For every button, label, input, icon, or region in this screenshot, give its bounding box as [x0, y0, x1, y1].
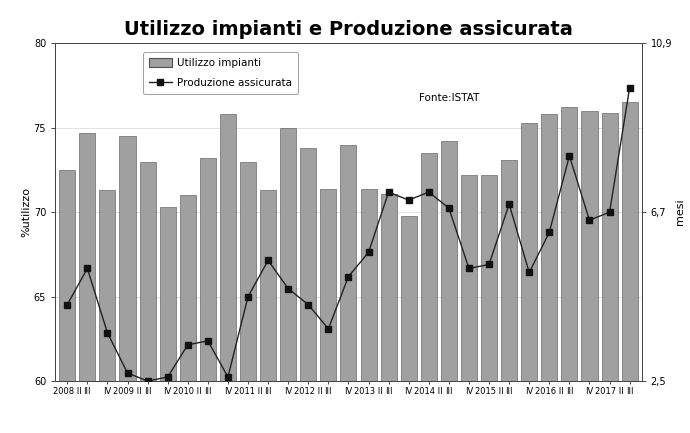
Bar [501, 160, 518, 433]
Bar [280, 128, 296, 433]
Bar [240, 162, 256, 433]
Bar [441, 141, 457, 433]
Bar [421, 153, 437, 433]
Bar [99, 190, 115, 433]
Bar [521, 123, 538, 433]
Bar [159, 207, 176, 433]
Bar [79, 133, 95, 433]
Bar [481, 175, 497, 433]
Bar [582, 111, 598, 433]
Bar [562, 107, 578, 433]
Bar [200, 158, 216, 433]
Bar [381, 194, 397, 433]
Bar [541, 114, 558, 433]
Bar [179, 195, 196, 433]
Bar [59, 170, 75, 433]
Bar [300, 148, 316, 433]
Bar [461, 175, 477, 433]
Bar [119, 136, 135, 433]
Title: Utilizzo impianti e Produzione assicurata: Utilizzo impianti e Produzione assicurat… [124, 20, 573, 39]
Bar [220, 114, 236, 433]
Bar [602, 113, 618, 433]
Bar [401, 216, 417, 433]
Bar [320, 188, 337, 433]
Bar [340, 145, 357, 433]
Legend: Utilizzo impianti, Produzione assicurata: Utilizzo impianti, Produzione assicurata [143, 52, 298, 94]
Y-axis label: %utilizzo: %utilizzo [21, 187, 31, 237]
Bar [260, 190, 276, 433]
Text: Fonte:ISTAT: Fonte:ISTAT [419, 93, 479, 103]
Y-axis label: mesi: mesi [675, 199, 685, 226]
Bar [139, 162, 156, 433]
Bar [360, 188, 377, 433]
Bar [622, 102, 638, 433]
